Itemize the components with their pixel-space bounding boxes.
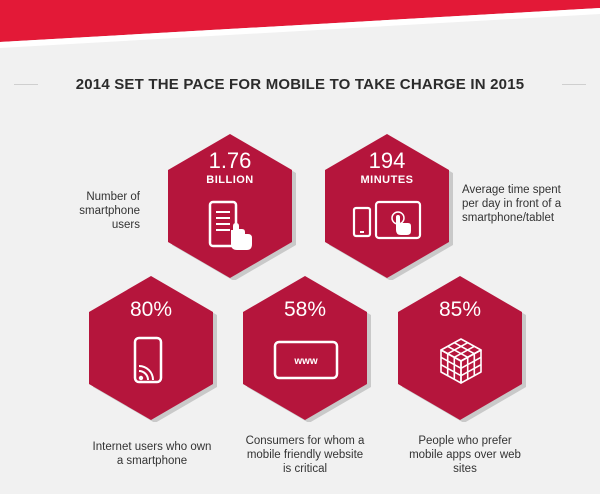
stat-unit: MINUTES — [360, 174, 414, 186]
caption-internet-users: Internet users who own a smartphone — [64, 440, 240, 468]
stat-hex-time-spent: 194 MINUTES — [312, 130, 462, 280]
caption-text: Internet users who own a smartphone — [92, 441, 212, 467]
caption-text: People who prefer mobile apps over web s… — [409, 435, 521, 475]
caption-time-spent: Average time spent per day in front of a… — [462, 183, 592, 225]
caption-mobile-apps: People who prefer mobile apps over web s… — [395, 434, 535, 476]
title-rule-left — [14, 84, 38, 85]
caption-smartphone-users: Number of smartphone users — [60, 190, 140, 232]
stat-hex-mobile-apps: 85% — [385, 272, 535, 422]
smartphone-touch-icon — [208, 200, 252, 250]
smartphone-wireless-icon — [133, 336, 163, 384]
phone-tablet-icon — [352, 200, 422, 240]
caption-text: Consumers for whom a mobile friendly web… — [245, 435, 365, 475]
stat-value: 80% — [129, 298, 173, 321]
stat-value: 194 — [368, 148, 406, 173]
caption-text: Average time spent per day in front of a… — [462, 184, 562, 224]
title-rule-right — [562, 84, 586, 85]
stat-value: 1.76 — [208, 148, 252, 173]
stat-hex-mobile-website: 58% www — [230, 272, 380, 422]
caption-text: Number of smartphone users — [79, 191, 140, 231]
stat-value: 85% — [438, 298, 482, 321]
stat-hex-internet-users: 80% — [76, 272, 226, 422]
caption-mobile-website: Consumers for whom a mobile friendly web… — [225, 434, 385, 476]
svg-text:www: www — [293, 356, 318, 367]
stat-hex-smartphone-users: 1.76 BILLION — [155, 130, 305, 280]
header-banner — [0, 0, 600, 48]
title-row: 2014 SET THE PACE FOR MOBILE TO TAKE CHA… — [0, 70, 600, 100]
stat-unit: BILLION — [206, 174, 254, 186]
www-tablet-icon: www — [273, 340, 339, 380]
app-cubes-icon — [440, 338, 482, 384]
stat-value: 58% — [283, 298, 327, 321]
page-title: 2014 SET THE PACE FOR MOBILE TO TAKE CHA… — [75, 76, 525, 93]
